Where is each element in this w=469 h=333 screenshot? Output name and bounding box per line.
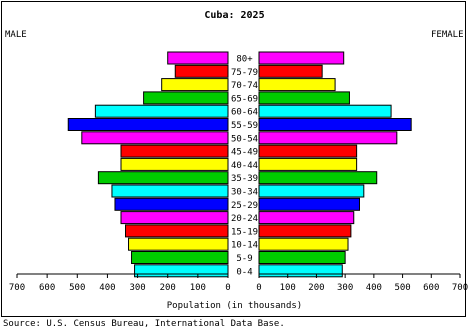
female-bar-70-74 [258, 78, 336, 92]
age-label-65-69: 65-69 [231, 94, 258, 104]
age-label-35-39: 35-39 [231, 174, 258, 184]
male-bar-20-24 [120, 211, 229, 225]
age-label-60-64: 60-64 [231, 108, 258, 118]
male-bar-65-69 [143, 91, 229, 105]
chart-frame [1, 1, 466, 317]
source-note: Source: U.S. Census Bureau, Internationa… [3, 319, 285, 329]
male-bar-10-14 [128, 237, 229, 251]
female-bar-45-49 [258, 144, 358, 158]
male-bar-50-54 [81, 131, 229, 145]
female-bar-65-69 [258, 91, 350, 105]
male-bar-45-49 [120, 144, 229, 158]
male-tick-label-700: 700 [9, 283, 25, 293]
age-label-10-14: 10-14 [231, 241, 258, 251]
chart-title: Cuba: 2025 [204, 10, 265, 21]
age-label-50-54: 50-54 [231, 134, 258, 144]
age-label-30-34: 30-34 [231, 188, 258, 198]
female-bar-75-79 [258, 64, 323, 78]
female-tick-label-300: 300 [337, 283, 353, 293]
female-bar-50-54 [258, 131, 398, 145]
male-label: MALE [5, 30, 27, 40]
male-bar-80+ [167, 51, 229, 65]
male-bar-60-64 [94, 104, 229, 118]
female-tick-label-600: 600 [423, 283, 439, 293]
age-label-0-4: 0-4 [236, 267, 252, 277]
female-tick-label-700: 700 [452, 283, 468, 293]
male-bar-70-74 [161, 78, 229, 92]
male-bar-35-39 [97, 171, 229, 185]
female-bar-30-34 [258, 184, 365, 198]
age-label-80+: 80+ [236, 55, 253, 65]
male-tick-label-100: 100 [190, 283, 206, 293]
age-label-40-44: 40-44 [231, 161, 258, 171]
age-label-45-49: 45-49 [231, 148, 258, 158]
female-bar-20-24 [258, 211, 355, 225]
female-label: FEMALE [431, 30, 464, 40]
male-bar-75-79 [174, 64, 229, 78]
male-bar-55-59 [67, 118, 229, 131]
female-bar-15-19 [258, 224, 352, 238]
male-tick-label-200: 200 [160, 283, 176, 293]
male-bar-5-9 [131, 251, 229, 264]
x-axis-label: Population (in thousands) [166, 301, 303, 311]
female-tick-label-100: 100 [280, 283, 296, 293]
age-label-15-19: 15-19 [231, 227, 258, 237]
male-tick-label-600: 600 [39, 283, 55, 293]
male-bar-25-29 [114, 197, 229, 211]
male-bar-40-44 [120, 157, 229, 171]
female-bar-0-4 [258, 264, 343, 278]
female-tick-label-200: 200 [308, 283, 324, 293]
male-tick-label-500: 500 [69, 283, 85, 293]
female-bar-55-59 [258, 118, 412, 131]
female-tick-label-0: 0 [256, 283, 261, 293]
female-bar-35-39 [258, 171, 378, 185]
age-label-55-59: 55-59 [231, 121, 258, 131]
female-bar-40-44 [258, 157, 358, 171]
female-bar-10-14 [258, 237, 349, 251]
male-tick-label-400: 400 [99, 283, 115, 293]
male-bar-0-4 [134, 264, 229, 278]
age-label-20-24: 20-24 [231, 214, 258, 224]
age-label-70-74: 70-74 [231, 81, 258, 91]
age-label-5-9: 5-9 [236, 254, 252, 264]
female-tick-label-500: 500 [394, 283, 410, 293]
male-tick-label-300: 300 [129, 283, 145, 293]
female-bar-60-64 [258, 104, 392, 118]
female-tick-label-400: 400 [366, 283, 382, 293]
male-bar-30-34 [111, 184, 229, 198]
male-bar-15-19 [125, 224, 229, 238]
age-label-25-29: 25-29 [231, 201, 258, 211]
age-label-75-79: 75-79 [231, 68, 258, 78]
female-bar-80+ [258, 51, 345, 65]
male-tick-label-0: 0 [225, 283, 230, 293]
female-bar-5-9 [258, 251, 346, 264]
female-bar-25-29 [258, 197, 360, 211]
